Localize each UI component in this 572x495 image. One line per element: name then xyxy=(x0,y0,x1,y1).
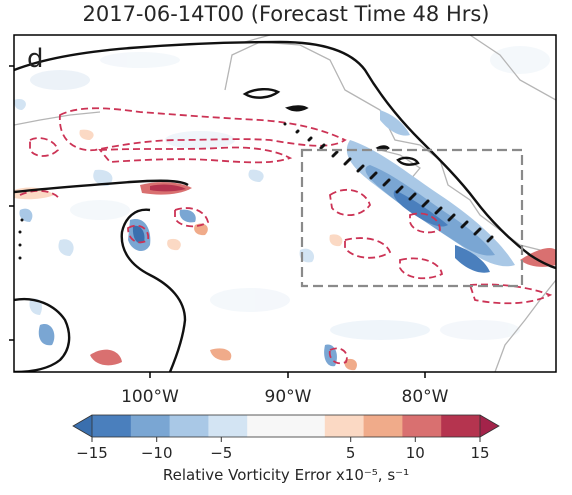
error-field-faint xyxy=(30,46,550,340)
colorbar-label: Relative Vorticity Error x10⁻⁵, s⁻¹ xyxy=(163,466,409,484)
solid-contours xyxy=(14,40,556,372)
colorbar-segment xyxy=(130,415,171,437)
colorbar-tick-label: −15 xyxy=(76,444,108,462)
lat-ticks xyxy=(9,65,14,341)
colorbar-arrow-low xyxy=(73,415,92,437)
colorbar-arrow-high xyxy=(480,415,499,437)
colorbar-segment xyxy=(286,415,326,437)
figure-title: 2017-06-14T00 (Forecast Time 48 Hrs) xyxy=(82,2,490,26)
colorbar-segment xyxy=(441,415,481,437)
significance-stippling xyxy=(18,122,494,260)
colorbar-segment xyxy=(324,415,365,437)
lon-tick-marks xyxy=(149,372,426,378)
lon-tick-label: 100°W xyxy=(121,387,179,407)
colorbar-tick-label: −5 xyxy=(210,444,232,462)
map-frame xyxy=(13,34,557,373)
colorbar-segment xyxy=(92,415,132,437)
colorbar: −15 −10 −5 5 10 15 Relative Vorticity Error x… xyxy=(72,414,500,484)
positive-error-patches xyxy=(14,129,556,371)
colorbar-tick-label: 10 xyxy=(406,444,425,462)
colorbar-segment xyxy=(169,415,209,437)
colorbar-segment xyxy=(363,415,403,437)
panel-label: d xyxy=(27,44,44,74)
colorbar-segment xyxy=(208,415,248,437)
colorbar-tick-label: 15 xyxy=(470,444,489,462)
lon-tick-label: 80°W xyxy=(402,387,449,407)
lon-tick-label: 90°W xyxy=(265,387,312,407)
region-box xyxy=(300,148,524,288)
colorbar-tick-label: −10 xyxy=(141,444,173,462)
colorbar-tick-label: 5 xyxy=(346,444,356,462)
colorbar-segment xyxy=(247,415,287,437)
colorbar-segment xyxy=(402,415,442,437)
